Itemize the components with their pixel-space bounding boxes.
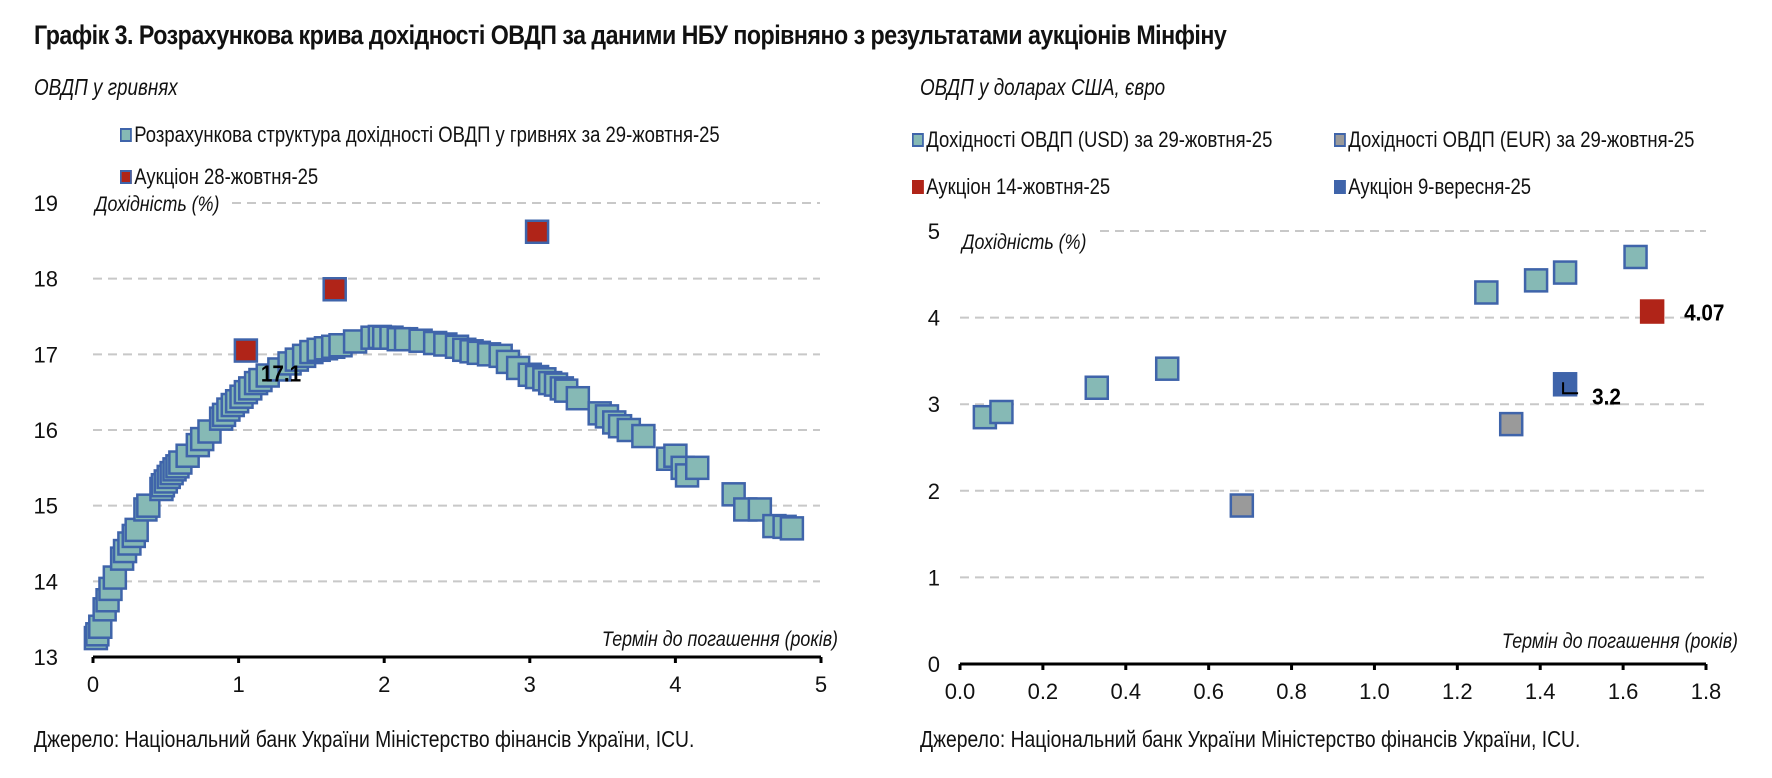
x-tick-label: 0 bbox=[87, 672, 99, 697]
legend-item-usd: Дохідності ОВДП (USD) за 29-жовтня-25 bbox=[912, 127, 1272, 153]
legend-swatch-auction-28-oct bbox=[120, 170, 132, 184]
legend-swatch-auction-14-oct bbox=[912, 180, 924, 194]
right-chart-source: Джерело: Національний банк України Мініс… bbox=[920, 726, 1581, 752]
data-point-auction-red bbox=[322, 277, 347, 302]
data-point-auction-red bbox=[524, 219, 550, 245]
right-chart-subtitle: ОВДП у доларах США, євро bbox=[920, 74, 1166, 100]
y-tick-label: 1 bbox=[928, 565, 940, 590]
data-label: 17.1 bbox=[261, 361, 301, 387]
x-axis-title: Термін до погашення (років) bbox=[602, 628, 838, 652]
x-tick-label: 0.6 bbox=[1193, 679, 1224, 704]
legend-swatch-auction-9-sep bbox=[1334, 180, 1346, 194]
y-tick-label: 16 bbox=[34, 418, 58, 443]
y-tick-label: 2 bbox=[928, 479, 940, 504]
figure-title: Графік 3. Розрахункова крива дохідності … bbox=[34, 20, 1227, 50]
left-chart-subtitle: ОВДП у гривнях bbox=[34, 74, 178, 100]
data-point-eur-gray bbox=[1229, 493, 1255, 518]
legend-swatch-uah-curve bbox=[120, 128, 132, 142]
x-tick-label: 0.4 bbox=[1110, 679, 1141, 704]
data-label: 3.2 bbox=[1592, 383, 1621, 409]
legend-item-uah-curve: Розрахункова структура дохідності ОВДП у… bbox=[120, 122, 720, 148]
data-point-usd-fill bbox=[779, 516, 805, 541]
right-chart-usd-eur: 0 1 2 3 4 5 0.0 0.2 0.4 0.6 0.8 1.0 1.2 1.4 1.6 1.8 Дохі… bbox=[928, 219, 1738, 704]
x-tick-label: 1.2 bbox=[1442, 679, 1473, 704]
legend-item-eur: Дохідності ОВДП (EUR) за 29-жовтня-25 bbox=[1334, 127, 1694, 153]
x-tick-label: 4 bbox=[669, 672, 681, 697]
data-point-usd-fill bbox=[1474, 280, 1499, 305]
legend-label: Аукціон 9-вересня-25 bbox=[1348, 174, 1532, 199]
x-tick-label: 2 bbox=[378, 672, 390, 697]
data-point-usd-fill bbox=[684, 455, 710, 481]
y-tick-label: 14 bbox=[34, 569, 58, 594]
data-point-usd-fill bbox=[1154, 356, 1180, 381]
data-point-eur-gray bbox=[1498, 411, 1524, 437]
x-tick-label: 0.8 bbox=[1276, 679, 1307, 704]
legend-item-auction-28-oct: Аукціон 28-жовтня-25 bbox=[120, 164, 318, 190]
y-tick-label: 3 bbox=[928, 392, 940, 417]
left-chart-uah: 13 14 15 16 17 18 19 0 1 2 3 4 5 Дохідність (%) Термін… bbox=[34, 191, 838, 697]
data-point-usd-fill bbox=[989, 399, 1014, 425]
legend-label: Розрахункова структура дохідності ОВДП у… bbox=[134, 122, 720, 147]
y-tick-label: 4 bbox=[928, 306, 940, 331]
legend-label: Дохідності ОВДП (USD) за 29-жовтня-25 bbox=[926, 127, 1273, 152]
x-tick-label: 1.6 bbox=[1608, 679, 1639, 704]
legend-swatch-usd bbox=[912, 133, 924, 147]
y-tick-label: 0 bbox=[928, 652, 940, 677]
x-tick-label: 1.0 bbox=[1359, 679, 1390, 704]
data-point-usd-fill bbox=[1084, 375, 1110, 400]
data-point-usd-fill bbox=[1623, 244, 1648, 270]
left-chart-source: Джерело: Національний банк України Мініс… bbox=[34, 726, 695, 752]
legend-label: Аукціон 28-жовтня-25 bbox=[134, 164, 319, 189]
data-point-usd-fill bbox=[1523, 268, 1549, 293]
x-tick-label: 1 bbox=[232, 672, 244, 697]
legend-label: Дохідності ОВДП (EUR) за 29-жовтня-25 bbox=[1348, 127, 1695, 152]
data-point-usd-fill bbox=[124, 517, 149, 543]
x-tick-label: 1.8 bbox=[1691, 679, 1722, 704]
y-tick-label: 19 bbox=[34, 191, 58, 216]
data-label: 4.07 bbox=[1684, 300, 1724, 326]
x-tick-label: 3 bbox=[524, 672, 536, 697]
y-axis-title: Дохідність (%) bbox=[93, 193, 219, 217]
y-tick-label: 18 bbox=[34, 267, 58, 292]
data-point-usd-fill bbox=[1552, 260, 1578, 285]
y-axis-title: Дохідність (%) bbox=[960, 231, 1086, 255]
data-point-usd-fill bbox=[565, 385, 591, 411]
legend-item-auction-9-sep: Аукціон 9-вересня-25 bbox=[1334, 174, 1531, 200]
x-tick-label: 5 bbox=[815, 672, 827, 697]
x-tick-label: 0.0 bbox=[945, 679, 976, 704]
y-tick-label: 13 bbox=[34, 645, 58, 670]
data-point-auction-blue bbox=[1552, 372, 1578, 397]
legend-item-auction-14-oct: Аукціон 14-жовтня-25 bbox=[912, 174, 1110, 200]
data-point-auction-red bbox=[233, 338, 259, 363]
annotation-leader-line bbox=[1562, 382, 1579, 395]
legend-label: Аукціон 14-жовтня-25 bbox=[926, 174, 1111, 199]
data-point-usd-fill bbox=[631, 423, 656, 449]
x-axis-title: Термін до погашення (років) bbox=[1502, 630, 1738, 654]
x-tick-label: 1.4 bbox=[1525, 679, 1556, 704]
y-tick-label: 5 bbox=[928, 219, 940, 244]
data-point-auction-red bbox=[1639, 299, 1665, 324]
y-tick-label: 15 bbox=[34, 494, 58, 519]
x-tick-label: 0.2 bbox=[1028, 679, 1059, 704]
y-tick-label: 17 bbox=[34, 342, 58, 367]
legend-swatch-eur bbox=[1334, 133, 1346, 147]
